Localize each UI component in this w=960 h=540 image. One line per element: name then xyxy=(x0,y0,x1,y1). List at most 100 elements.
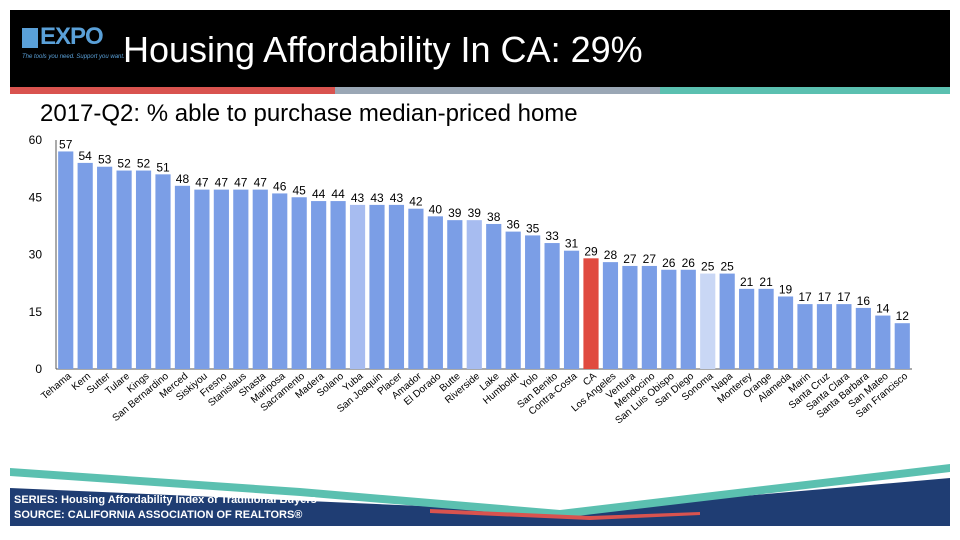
bar-san-diego xyxy=(680,269,696,369)
footer-text: SERIES: Housing Affordability Index of T… xyxy=(14,493,317,523)
data-label: 28 xyxy=(604,248,618,262)
bar-orange xyxy=(758,288,774,369)
logo-text: EXPO xyxy=(40,23,104,50)
bar-mendocino xyxy=(641,265,657,369)
bar-lake xyxy=(486,223,502,369)
data-label: 14 xyxy=(876,302,890,316)
accent-stripe-teal xyxy=(660,87,950,94)
data-label: 47 xyxy=(215,176,229,190)
bar-alameda xyxy=(777,296,794,369)
footer-teal-swoosh xyxy=(10,464,950,518)
data-label: 25 xyxy=(701,260,715,274)
data-label: 21 xyxy=(759,275,773,289)
bar-san-luis-obispo xyxy=(661,269,677,369)
bar-kings xyxy=(135,170,152,369)
data-label: 12 xyxy=(896,309,910,323)
bar-ventura xyxy=(622,265,638,369)
footer-red-swoosh xyxy=(430,509,700,520)
y-tick-label: 0 xyxy=(35,362,42,376)
bar-humboldt xyxy=(505,231,521,369)
bar-fresno xyxy=(213,189,229,369)
data-label: 21 xyxy=(740,275,754,289)
data-label: 43 xyxy=(370,191,384,205)
bar-amador xyxy=(408,208,424,369)
bar-madera xyxy=(311,201,327,369)
bar-siskiyou xyxy=(194,189,210,369)
slide-title: Housing Affordability In CA: 29% xyxy=(123,29,643,70)
bar-santa-barbara xyxy=(855,307,871,369)
data-label: 35 xyxy=(526,221,540,235)
bar-sonoma xyxy=(700,273,716,369)
data-label: 39 xyxy=(468,206,482,220)
data-label: 19 xyxy=(779,282,793,296)
bar-el-dorado xyxy=(427,216,443,369)
bar-san-joaquin xyxy=(369,204,385,369)
data-label: 27 xyxy=(623,252,637,266)
data-label: 40 xyxy=(429,202,443,216)
data-label: 16 xyxy=(857,294,871,308)
data-label: 42 xyxy=(409,195,423,209)
header-bar xyxy=(10,10,950,87)
bar-monterey xyxy=(739,288,755,369)
logo-tagline: The tools you need. Support you want. xyxy=(22,54,125,60)
data-label: 47 xyxy=(195,176,209,190)
series-note: SERIES: Housing Affordability Index of T… xyxy=(14,494,317,506)
footer-white-wedge xyxy=(10,468,950,512)
data-label: 44 xyxy=(331,187,345,201)
data-label: 17 xyxy=(818,290,832,304)
data-label: 46 xyxy=(273,179,287,193)
data-label: 57 xyxy=(59,137,73,151)
data-label: 45 xyxy=(293,183,307,197)
bar-yolo xyxy=(525,235,541,369)
data-label: 29 xyxy=(584,244,598,258)
data-label: 26 xyxy=(682,256,696,270)
bar-shasta xyxy=(252,189,268,369)
bar-santa-cruz xyxy=(816,304,833,369)
data-label: 51 xyxy=(156,160,170,174)
chart-title: 2017-Q2: % able to purchase median-price… xyxy=(40,100,578,127)
accent-stripe-red xyxy=(10,87,335,94)
x-tick-label: Tehama xyxy=(39,371,74,403)
bar-stanislaus xyxy=(233,189,249,369)
data-label: 47 xyxy=(254,176,268,190)
data-label: 43 xyxy=(351,191,365,205)
logo-mark-icon xyxy=(22,28,38,48)
bar-santa-clara xyxy=(836,304,852,369)
bar-riverside xyxy=(466,220,482,369)
data-label: 53 xyxy=(98,153,112,167)
bar-tehama xyxy=(58,151,74,369)
data-label: 38 xyxy=(487,210,501,224)
bar-solano xyxy=(330,201,346,369)
y-tick-label: 45 xyxy=(29,190,43,204)
y-tick-label: 30 xyxy=(29,248,43,262)
bar-san-benito xyxy=(544,243,560,369)
bar-merced xyxy=(174,185,191,369)
data-label: 27 xyxy=(643,252,657,266)
source-note: SOURCE: CALIFORNIA ASSOCIATION OF REALTO… xyxy=(14,509,303,521)
bar-san-mateo xyxy=(875,315,891,369)
data-label: 52 xyxy=(117,157,131,171)
bar-placer xyxy=(388,204,405,369)
bar-san-francisco xyxy=(894,323,910,369)
bar-contra-costa xyxy=(563,250,580,369)
bar-butte xyxy=(447,220,463,369)
y-tick-label: 15 xyxy=(29,305,43,319)
data-label: 44 xyxy=(312,187,326,201)
bar-mariposa xyxy=(272,193,288,369)
bar-napa xyxy=(719,273,735,369)
data-label: 17 xyxy=(798,290,812,304)
data-label: 48 xyxy=(176,172,190,186)
data-label: 43 xyxy=(390,191,404,205)
bar-sutter xyxy=(97,166,113,369)
data-label: 47 xyxy=(234,176,248,190)
data-label: 52 xyxy=(137,157,151,171)
data-label: 17 xyxy=(837,290,851,304)
bar-marin xyxy=(797,304,813,369)
y-tick-label: 60 xyxy=(29,133,43,147)
bar-san-bernardino xyxy=(155,174,171,369)
bar-sacramento xyxy=(291,197,307,369)
data-label: 25 xyxy=(721,260,735,274)
bar-yuba xyxy=(349,204,366,369)
data-label: 33 xyxy=(545,229,559,243)
